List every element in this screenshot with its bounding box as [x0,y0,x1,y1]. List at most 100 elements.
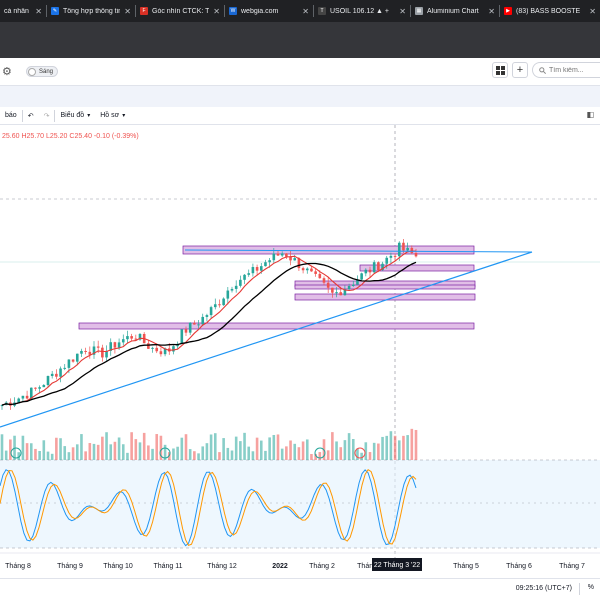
volume-bar [347,433,351,460]
gear-icon[interactable]: ⚙ [2,65,12,78]
volume-bar [272,434,276,460]
percent-toggle[interactable]: % [587,584,594,591]
tab-label: USOIL 106.12 ▲ + [330,7,390,15]
volume-bar [197,453,200,460]
volume-bar [389,431,393,460]
volume-bar [184,434,188,460]
browser-toolbar [0,22,600,58]
ohlc-legend: 25.60 H25.70 L25.20 C25.40 -0.10 (-0.39%… [2,133,139,140]
volume-bar [247,446,251,460]
tab-label: Tổng hợp thông tin [63,7,121,15]
clock-label[interactable]: 09:25:16 (UTC+7) [515,585,572,592]
candle-body [113,342,117,348]
tab-label: Aluminium Chart [427,7,479,15]
candle-body [243,274,246,280]
volume-bar [155,434,159,460]
candle-body [293,258,297,261]
search-box[interactable] [532,62,600,78]
close-icon[interactable]: ✕ [488,6,495,16]
camera-icon[interactable]: ◧ [586,110,594,119]
tab-label: webgia.com [241,7,279,15]
candle-body [347,286,351,290]
volume-bar [301,441,305,460]
volume-bar [17,452,21,460]
volume-bar [255,437,259,460]
theme-toggle[interactable]: Sáng [26,66,59,77]
profile-menu-label: Hồ sơ [100,112,120,119]
candle-body [75,353,79,362]
x-tick-label: Tháng 10 [103,563,133,570]
volume-bar [126,452,129,460]
candle-body [42,385,46,388]
volume-bar [364,442,368,460]
candle-body [389,255,393,258]
candle-body [126,336,129,340]
volume-bar [335,441,338,460]
close-icon[interactable]: ✕ [213,6,220,16]
volume-bar [96,444,100,460]
close-icon[interactable]: ✕ [302,6,309,16]
quill-icon: ✎ [51,7,59,15]
close-icon[interactable]: ✕ [589,6,596,16]
candle-body [368,269,372,273]
close-icon[interactable]: ✕ [35,6,42,16]
candle-body [318,273,322,279]
volume-bar [276,434,280,460]
layout-grid-button[interactable] [492,62,508,78]
browser-tab[interactable]: F Góc nhìn CTCK: Thị ✕ [136,0,224,22]
volume-bar [67,452,71,460]
browser-tab[interactable]: T USOIL 106.12 ▲ + ✕ [314,0,410,22]
ma-fast-line [1,250,417,406]
candle-body [59,368,62,377]
price-chart[interactable]: Tháng 8 Tháng 9 Tháng 10 Tháng 11 Tháng 12 20… [0,125,600,578]
browser-tab[interactable]: W webgia.com ✕ [225,0,313,22]
volume-bar [243,432,246,460]
volume-bar [393,435,397,460]
candle-body [310,268,313,272]
volume-bar [414,429,418,460]
volume-bar [113,441,117,460]
candle-body [305,268,309,271]
browser-tab[interactable]: ✎ Tổng hợp thông tin ✕ [47,0,135,22]
close-icon[interactable]: ✕ [124,6,131,16]
chart-menu-button[interactable]: Biểu đồ ▾ [55,107,95,125]
volume-bar [9,439,12,460]
volume-bar [92,443,96,460]
redo-icon[interactable]: ↷ [43,112,50,120]
search-input[interactable] [549,66,599,74]
candle-body [197,324,200,326]
candle-body [67,359,71,368]
close-icon[interactable]: ✕ [399,6,406,16]
x-tick-label: Tháng 5 [453,563,479,570]
profile-menu-button[interactable]: Hồ sơ ▾ [95,107,130,125]
candle-body [117,342,121,348]
volume-bar [117,437,121,460]
browser-tab[interactable]: cá nhân ✕ [0,0,46,22]
candle-body [147,343,150,349]
browser-tab[interactable]: ▦ Aluminium Chart ✕ [411,0,499,22]
volume-bar [305,439,309,460]
volume-bar [280,448,284,460]
candle-body [50,373,54,377]
volume-bar [163,444,167,460]
add-button[interactable]: + [512,62,528,78]
candle-body [163,348,167,355]
candle-body [222,298,225,306]
chart-menu-label: Biểu đồ [60,112,85,119]
volume-bar [406,435,409,460]
volume-bar [343,440,347,460]
x-tick-label: Tháng 8 [5,563,31,570]
candle-body [130,336,133,339]
browser-tab[interactable]: ▶ (83) BASS BOOSTE ✕ [500,0,600,22]
candle-body [71,359,75,362]
x-tick-label: Tháng 11 [153,563,182,570]
volume-bar [209,434,213,460]
candle-body [268,260,271,263]
alert-button[interactable]: báo [5,112,17,119]
volume-bar [297,447,301,460]
volume-bar [264,450,267,460]
ohlc-open: 25.60 [2,133,20,140]
candle-body [343,289,347,296]
resistance-zone [294,293,476,301]
undo-icon[interactable]: ↶ [27,112,34,120]
